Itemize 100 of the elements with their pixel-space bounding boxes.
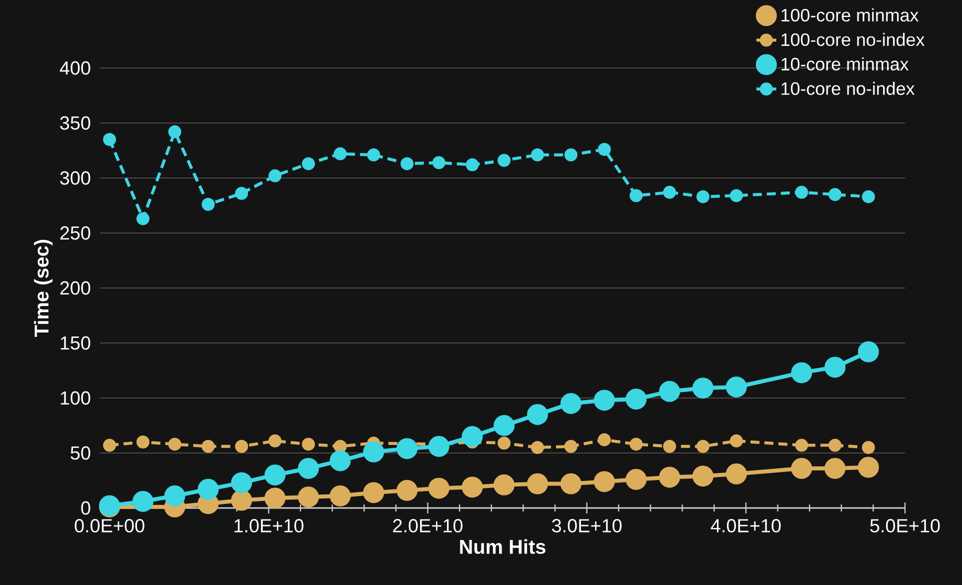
point xyxy=(264,464,286,486)
point xyxy=(494,415,515,436)
point xyxy=(268,169,282,182)
point xyxy=(235,186,248,200)
point xyxy=(298,458,319,479)
point xyxy=(692,378,714,399)
point xyxy=(594,390,615,411)
point xyxy=(330,485,351,506)
point xyxy=(824,356,846,378)
point xyxy=(828,188,842,201)
point xyxy=(202,440,215,453)
y-tick-label: 0 xyxy=(81,501,90,515)
point xyxy=(858,456,879,478)
point xyxy=(202,198,215,211)
point xyxy=(164,485,186,506)
point xyxy=(862,441,875,454)
point xyxy=(302,438,315,451)
point xyxy=(168,438,182,451)
y-tick-label: 400 xyxy=(60,61,90,75)
y-tick-label: 300 xyxy=(60,171,90,185)
y-tick-label: 100 xyxy=(60,391,90,405)
y-tick-label: 200 xyxy=(60,281,90,295)
point xyxy=(560,473,582,494)
point xyxy=(367,148,380,162)
point xyxy=(103,438,116,452)
point xyxy=(527,404,548,425)
point xyxy=(630,438,643,451)
point xyxy=(531,148,544,162)
point xyxy=(334,147,347,160)
point xyxy=(302,157,315,170)
y-tick-label: 250 xyxy=(60,226,90,240)
point xyxy=(626,468,647,490)
point xyxy=(396,438,418,460)
point xyxy=(462,426,483,447)
point xyxy=(696,440,710,453)
x-tick-label: 2.0E+10 xyxy=(393,519,463,532)
point xyxy=(363,482,384,504)
point xyxy=(531,441,544,454)
x-tick-label: 1.0E+10 xyxy=(234,519,304,532)
point xyxy=(498,436,511,450)
x-tick-label: 5.0E+10 xyxy=(870,519,940,532)
point xyxy=(663,440,676,453)
x-tick-label: 0.0E+00 xyxy=(74,519,144,532)
point xyxy=(659,466,680,488)
point xyxy=(564,440,578,453)
point xyxy=(428,478,450,499)
point xyxy=(168,125,182,138)
point xyxy=(726,463,747,484)
point xyxy=(730,189,743,202)
point xyxy=(132,490,154,512)
point xyxy=(198,478,219,500)
point xyxy=(858,341,879,362)
y-axis-title: Time (sec) xyxy=(34,240,53,337)
point xyxy=(466,158,479,172)
point xyxy=(136,212,150,226)
legend-label: 100-core no-index xyxy=(782,32,925,46)
point xyxy=(598,433,611,446)
point xyxy=(630,189,643,202)
point xyxy=(795,186,808,199)
point xyxy=(334,440,347,453)
y-tick-label: 150 xyxy=(60,336,90,350)
point xyxy=(231,490,252,511)
point xyxy=(692,466,714,487)
x-tick-label: 4.0E+10 xyxy=(710,519,781,532)
point xyxy=(795,438,808,452)
point xyxy=(462,476,483,498)
point xyxy=(527,473,548,494)
legend-label: 10-core minmax xyxy=(782,57,909,70)
point xyxy=(791,362,812,384)
point xyxy=(626,388,647,410)
point xyxy=(103,133,116,146)
legend-label: 10-core no-index xyxy=(782,82,915,95)
point xyxy=(428,436,450,457)
point xyxy=(726,376,747,398)
point xyxy=(828,438,842,452)
point xyxy=(696,190,710,204)
point xyxy=(235,440,248,453)
point xyxy=(264,488,286,509)
point xyxy=(730,434,743,448)
point xyxy=(791,458,812,479)
legend-label: 100-core minmax xyxy=(782,8,919,22)
point xyxy=(560,393,582,414)
point xyxy=(564,148,578,162)
point xyxy=(498,154,511,167)
point xyxy=(330,450,351,472)
point xyxy=(136,436,150,448)
point xyxy=(432,156,446,170)
point xyxy=(862,190,875,204)
x-axis-title: Num Hits xyxy=(460,539,546,554)
x-tick-label: 3.0E+10 xyxy=(552,519,622,532)
point xyxy=(363,441,384,462)
y-tick-label: 50 xyxy=(70,446,90,460)
point xyxy=(594,471,615,492)
point xyxy=(659,380,680,402)
point xyxy=(231,472,252,494)
y-tick-label: 350 xyxy=(60,116,90,130)
point xyxy=(400,157,414,170)
point xyxy=(298,486,319,508)
point xyxy=(494,474,515,496)
point xyxy=(663,186,676,199)
